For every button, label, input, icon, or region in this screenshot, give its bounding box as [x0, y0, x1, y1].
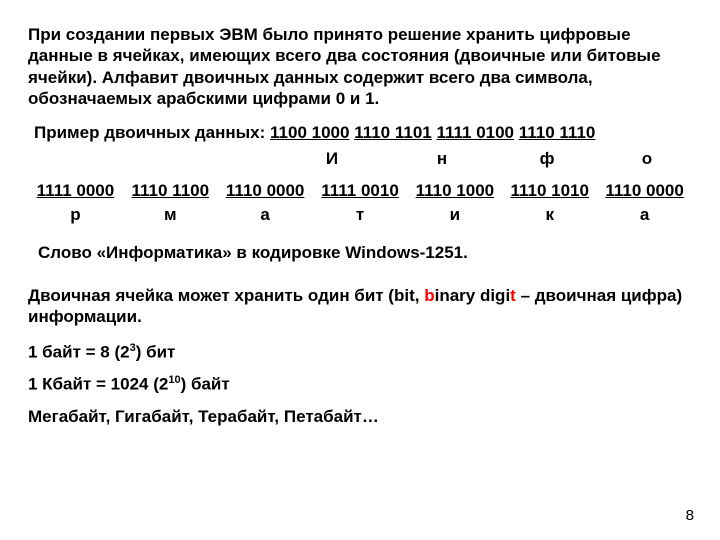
kbyte-line: 1 Кбайт = 1024 (210) байт [28, 374, 692, 395]
mega-line: Мегабайт, Гигабайт, Терабайт, Петабайт… [28, 407, 692, 427]
example-label: Пример двоичных данных: [34, 123, 265, 142]
byte-line-a: 1 байт = 8 (2 [28, 342, 130, 361]
letter-2-5: к [502, 205, 597, 225]
example-line: Пример двоичных данных: 1100 1000 1110 1… [28, 123, 692, 143]
byte-2-3: 1111 0010 [313, 181, 408, 201]
kbyte-line-a: 1 Кбайт = 1024 (2 [28, 375, 168, 394]
byte-2-2: 1110 0000 [218, 181, 313, 201]
bit-red-b: b [424, 286, 434, 305]
example-byte-3: 1110 1110 [519, 123, 596, 142]
bytes-row-2: 1111 0000 1110 1100 1110 0000 1111 0010 … [28, 181, 692, 201]
kbyte-line-b: ) байт [181, 375, 230, 394]
letter-1-1: н [392, 149, 492, 169]
example-byte-1: 1110 1101 [354, 123, 432, 142]
letters-row-2: р м а т и к а [28, 205, 692, 225]
letter-2-0: р [28, 205, 123, 225]
letter-1-3: о [602, 149, 692, 169]
intro-paragraph: При создании первых ЭВМ было принято реш… [28, 24, 692, 109]
bit-definition: Двоичная ячейка может хранить один бит (… [28, 285, 692, 328]
letter-1-2: ф [492, 149, 602, 169]
letter-2-4: и [407, 205, 502, 225]
byte-2-1: 1110 1100 [123, 181, 218, 201]
example-byte-0: 1100 1000 [270, 123, 349, 142]
letter-2-6: а [597, 205, 692, 225]
bit-text-pre: Двоичная ячейка может хранить один бит (… [28, 286, 424, 305]
letter-1-0: И [272, 149, 392, 169]
slide-page: При создании первых ЭВМ было принято реш… [0, 0, 720, 540]
page-number: 8 [686, 507, 694, 524]
bit-digi: digi [480, 286, 510, 305]
byte-2-5: 1110 1010 [502, 181, 597, 201]
kbyte-line-sup: 10 [168, 374, 180, 386]
letter-2-2: а [218, 205, 313, 225]
example-byte-2: 1111 0100 [436, 123, 514, 142]
byte-line: 1 байт = 8 (23) бит [28, 342, 692, 363]
bit-inary: inary [435, 286, 480, 305]
byte-2-0: 1111 0000 [28, 181, 123, 201]
letters-row-1: И н ф о [28, 149, 702, 169]
byte-2-6: 1110 0000 [597, 181, 692, 201]
letter-2-3: т [313, 205, 408, 225]
letter-2-1: м [123, 205, 218, 225]
encoding-caption: Слово «Информатика» в кодировке Windows-… [28, 243, 692, 263]
byte-line-b: ) бит [136, 342, 176, 361]
byte-2-4: 1110 1000 [407, 181, 502, 201]
